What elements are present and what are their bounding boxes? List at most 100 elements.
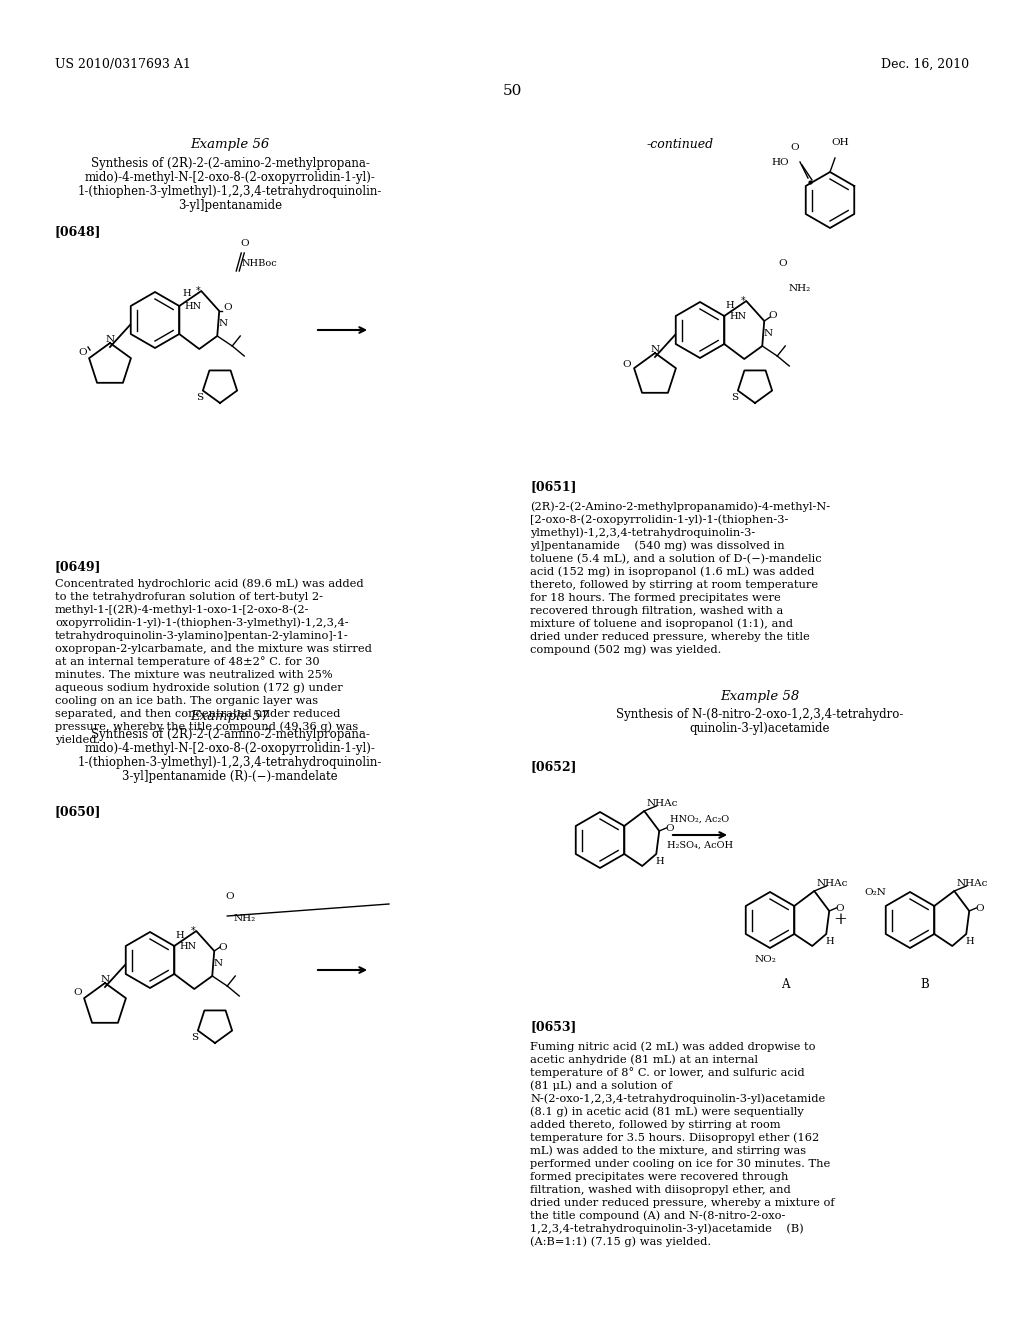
Text: Concentrated hydrochloric acid (89.6 mL) was added: Concentrated hydrochloric acid (89.6 mL)… <box>55 578 364 589</box>
Text: B: B <box>921 978 930 991</box>
Text: yielded.: yielded. <box>55 735 100 744</box>
Text: N: N <box>219 319 227 327</box>
Text: 1,2,3,4-tetrahydroquinolin-3-yl)acetamide    (B): 1,2,3,4-tetrahydroquinolin-3-yl)acetamid… <box>530 1224 804 1234</box>
Text: to the tetrahydrofuran solution of tert-butyl 2-: to the tetrahydrofuran solution of tert-… <box>55 591 323 602</box>
Text: aqueous sodium hydroxide solution (172 g) under: aqueous sodium hydroxide solution (172 g… <box>55 682 343 693</box>
Text: NHAc: NHAc <box>646 799 678 808</box>
Text: Example 56: Example 56 <box>190 139 269 150</box>
Text: O: O <box>223 304 231 313</box>
Text: HO: HO <box>771 158 788 168</box>
Text: performed under cooling on ice for 30 minutes. The: performed under cooling on ice for 30 mi… <box>530 1159 830 1170</box>
Text: N-(2-oxo-1,2,3,4-tetrahydroquinolin-3-yl)acetamide: N-(2-oxo-1,2,3,4-tetrahydroquinolin-3-yl… <box>530 1093 825 1104</box>
Text: NHBoc: NHBoc <box>242 259 278 268</box>
Text: for 18 hours. The formed precipitates were: for 18 hours. The formed precipitates we… <box>530 593 780 603</box>
Text: H: H <box>175 932 183 940</box>
Text: O₂N: O₂N <box>864 888 886 898</box>
Text: Fuming nitric acid (2 mL) was added dropwise to: Fuming nitric acid (2 mL) was added drop… <box>530 1041 815 1052</box>
Text: OH: OH <box>831 139 849 147</box>
Text: methyl-1-[(2R)-4-methyl-1-oxo-1-[2-oxo-8-(2-: methyl-1-[(2R)-4-methyl-1-oxo-1-[2-oxo-8… <box>55 605 309 615</box>
Text: O: O <box>975 904 984 913</box>
Text: O: O <box>665 824 674 833</box>
Text: NH₂: NH₂ <box>233 913 255 923</box>
Text: minutes. The mixture was neutralized with 25%: minutes. The mixture was neutralized wit… <box>55 671 333 680</box>
Text: ylmethyl)-1,2,3,4-tetrahydroquinolin-3-: ylmethyl)-1,2,3,4-tetrahydroquinolin-3- <box>530 528 756 539</box>
Text: filtration, washed with diisopropyl ether, and: filtration, washed with diisopropyl ethe… <box>530 1185 791 1195</box>
Text: oxopropan-2-ylcarbamate, and the mixture was stirred: oxopropan-2-ylcarbamate, and the mixture… <box>55 644 372 653</box>
Text: N: N <box>214 960 223 968</box>
Text: H: H <box>725 301 733 310</box>
Text: Synthesis of (2R)-2-(2-amino-2-methylpropana-: Synthesis of (2R)-2-(2-amino-2-methylpro… <box>90 729 370 741</box>
Text: dried under reduced pressure, whereby the title: dried under reduced pressure, whereby th… <box>530 632 810 642</box>
Text: [2-oxo-8-(2-oxopyrrolidin-1-yl)-1-(thiophen-3-: [2-oxo-8-(2-oxopyrrolidin-1-yl)-1-(thiop… <box>530 515 788 525</box>
Text: N: N <box>650 346 659 355</box>
Text: temperature of 8° C. or lower, and sulfuric acid: temperature of 8° C. or lower, and sulfu… <box>530 1067 805 1078</box>
Text: O: O <box>778 259 786 268</box>
Text: acetic anhydride (81 mL) at an internal: acetic anhydride (81 mL) at an internal <box>530 1055 758 1065</box>
Text: 1-(thiophen-3-ylmethyl)-1,2,3,4-tetrahydroquinolin-: 1-(thiophen-3-ylmethyl)-1,2,3,4-tetrahyd… <box>78 756 382 770</box>
Text: H: H <box>182 289 190 297</box>
Text: S: S <box>191 1034 199 1041</box>
Text: HN: HN <box>730 312 746 321</box>
Text: O: O <box>218 944 226 953</box>
Text: O: O <box>835 904 844 913</box>
Text: [0651]: [0651] <box>530 480 577 492</box>
Text: -continued: -continued <box>646 139 714 150</box>
Text: S: S <box>197 393 204 403</box>
Text: S: S <box>731 393 738 403</box>
Text: mido)-4-methyl-N-[2-oxo-8-(2-oxopyrrolidin-1-yl)-: mido)-4-methyl-N-[2-oxo-8-(2-oxopyrrolid… <box>85 172 376 183</box>
Text: quinolin-3-yl)acetamide: quinolin-3-yl)acetamide <box>690 722 830 735</box>
Text: NHAc: NHAc <box>956 879 988 888</box>
Text: [0648]: [0648] <box>55 224 101 238</box>
Text: mixture of toluene and isopropanol (1:1), and: mixture of toluene and isopropanol (1:1)… <box>530 619 793 630</box>
Text: Example 57: Example 57 <box>190 710 269 723</box>
Text: added thereto, followed by stirring at room: added thereto, followed by stirring at r… <box>530 1119 780 1130</box>
Text: [0653]: [0653] <box>530 1020 577 1034</box>
Text: cooling on an ice bath. The organic layer was: cooling on an ice bath. The organic laye… <box>55 696 318 706</box>
Text: (2R)-2-(2-Amino-2-methylpropanamido)-4-methyl-N-: (2R)-2-(2-Amino-2-methylpropanamido)-4-m… <box>530 502 830 512</box>
Text: yl]pentanamide    (540 mg) was dissolved in: yl]pentanamide (540 mg) was dissolved in <box>530 540 784 550</box>
Text: H: H <box>825 937 834 946</box>
Text: O: O <box>623 360 632 370</box>
Text: 3-yl]pentanamide: 3-yl]pentanamide <box>178 199 282 213</box>
Text: [0649]: [0649] <box>55 560 101 573</box>
Text: Example 58: Example 58 <box>720 690 800 704</box>
Text: (A:B=1:1) (7.15 g) was yielded.: (A:B=1:1) (7.15 g) was yielded. <box>530 1237 711 1247</box>
Text: temperature for 3.5 hours. Diisopropyl ether (162: temperature for 3.5 hours. Diisopropyl e… <box>530 1133 819 1143</box>
Text: 3-yl]pentanamide (R)-(−)-mandelate: 3-yl]pentanamide (R)-(−)-mandelate <box>122 770 338 783</box>
Text: O: O <box>225 892 233 902</box>
Text: (8.1 g) in acetic acid (81 mL) were sequentially: (8.1 g) in acetic acid (81 mL) were sequ… <box>530 1106 804 1117</box>
Text: 50: 50 <box>503 84 521 98</box>
Text: oxopyrrolidin-1-yl)-1-(thiophen-3-ylmethyl)-1,2,3,4-: oxopyrrolidin-1-yl)-1-(thiophen-3-ylmeth… <box>55 618 348 628</box>
Text: N: N <box>764 329 773 338</box>
Text: *: * <box>741 296 745 306</box>
Text: O: O <box>74 987 82 997</box>
Text: US 2010/0317693 A1: US 2010/0317693 A1 <box>55 58 190 71</box>
Text: Dec. 16, 2010: Dec. 16, 2010 <box>881 58 969 71</box>
Text: compound (502 mg) was yielded.: compound (502 mg) was yielded. <box>530 644 721 655</box>
Text: the title compound (A) and N-(8-nitro-2-oxo-: the title compound (A) and N-(8-nitro-2-… <box>530 1210 785 1221</box>
Text: toluene (5.4 mL), and a solution of D-(−)-mandelic: toluene (5.4 mL), and a solution of D-(−… <box>530 553 821 564</box>
Text: NO₂: NO₂ <box>754 954 776 964</box>
Text: H: H <box>655 857 664 866</box>
Text: +: + <box>834 912 847 928</box>
Text: O: O <box>791 143 800 152</box>
Text: A: A <box>780 978 790 991</box>
Text: mL) was added to the mixture, and stirring was: mL) was added to the mixture, and stirri… <box>530 1146 806 1156</box>
Text: NH₂: NH₂ <box>788 284 810 293</box>
Text: H₂SO₄, AcOH: H₂SO₄, AcOH <box>667 841 733 850</box>
Text: O: O <box>240 239 249 248</box>
Text: [0650]: [0650] <box>55 805 101 818</box>
Text: N: N <box>100 975 110 985</box>
Text: HNO₂, Ac₂O: HNO₂, Ac₂O <box>671 814 729 824</box>
Text: tetrahydroquinolin-3-ylamino]pentan-2-ylamino]-1-: tetrahydroquinolin-3-ylamino]pentan-2-yl… <box>55 631 349 642</box>
Text: separated, and then concentrated under reduced: separated, and then concentrated under r… <box>55 709 340 719</box>
Text: pressure, whereby the title compound (49.36 g) was: pressure, whereby the title compound (49… <box>55 722 358 733</box>
Text: *: * <box>196 286 201 296</box>
Text: O: O <box>768 312 776 319</box>
Text: O: O <box>79 348 87 356</box>
Text: mido)-4-methyl-N-[2-oxo-8-(2-oxopyrrolidin-1-yl)-: mido)-4-methyl-N-[2-oxo-8-(2-oxopyrrolid… <box>85 742 376 755</box>
Text: recovered through filtration, washed with a: recovered through filtration, washed wit… <box>530 606 783 616</box>
Text: Synthesis of N-(8-nitro-2-oxo-1,2,3,4-tetrahydro-: Synthesis of N-(8-nitro-2-oxo-1,2,3,4-te… <box>616 708 904 721</box>
Text: NHAc: NHAc <box>816 879 848 888</box>
Text: formed precipitates were recovered through: formed precipitates were recovered throu… <box>530 1172 788 1181</box>
